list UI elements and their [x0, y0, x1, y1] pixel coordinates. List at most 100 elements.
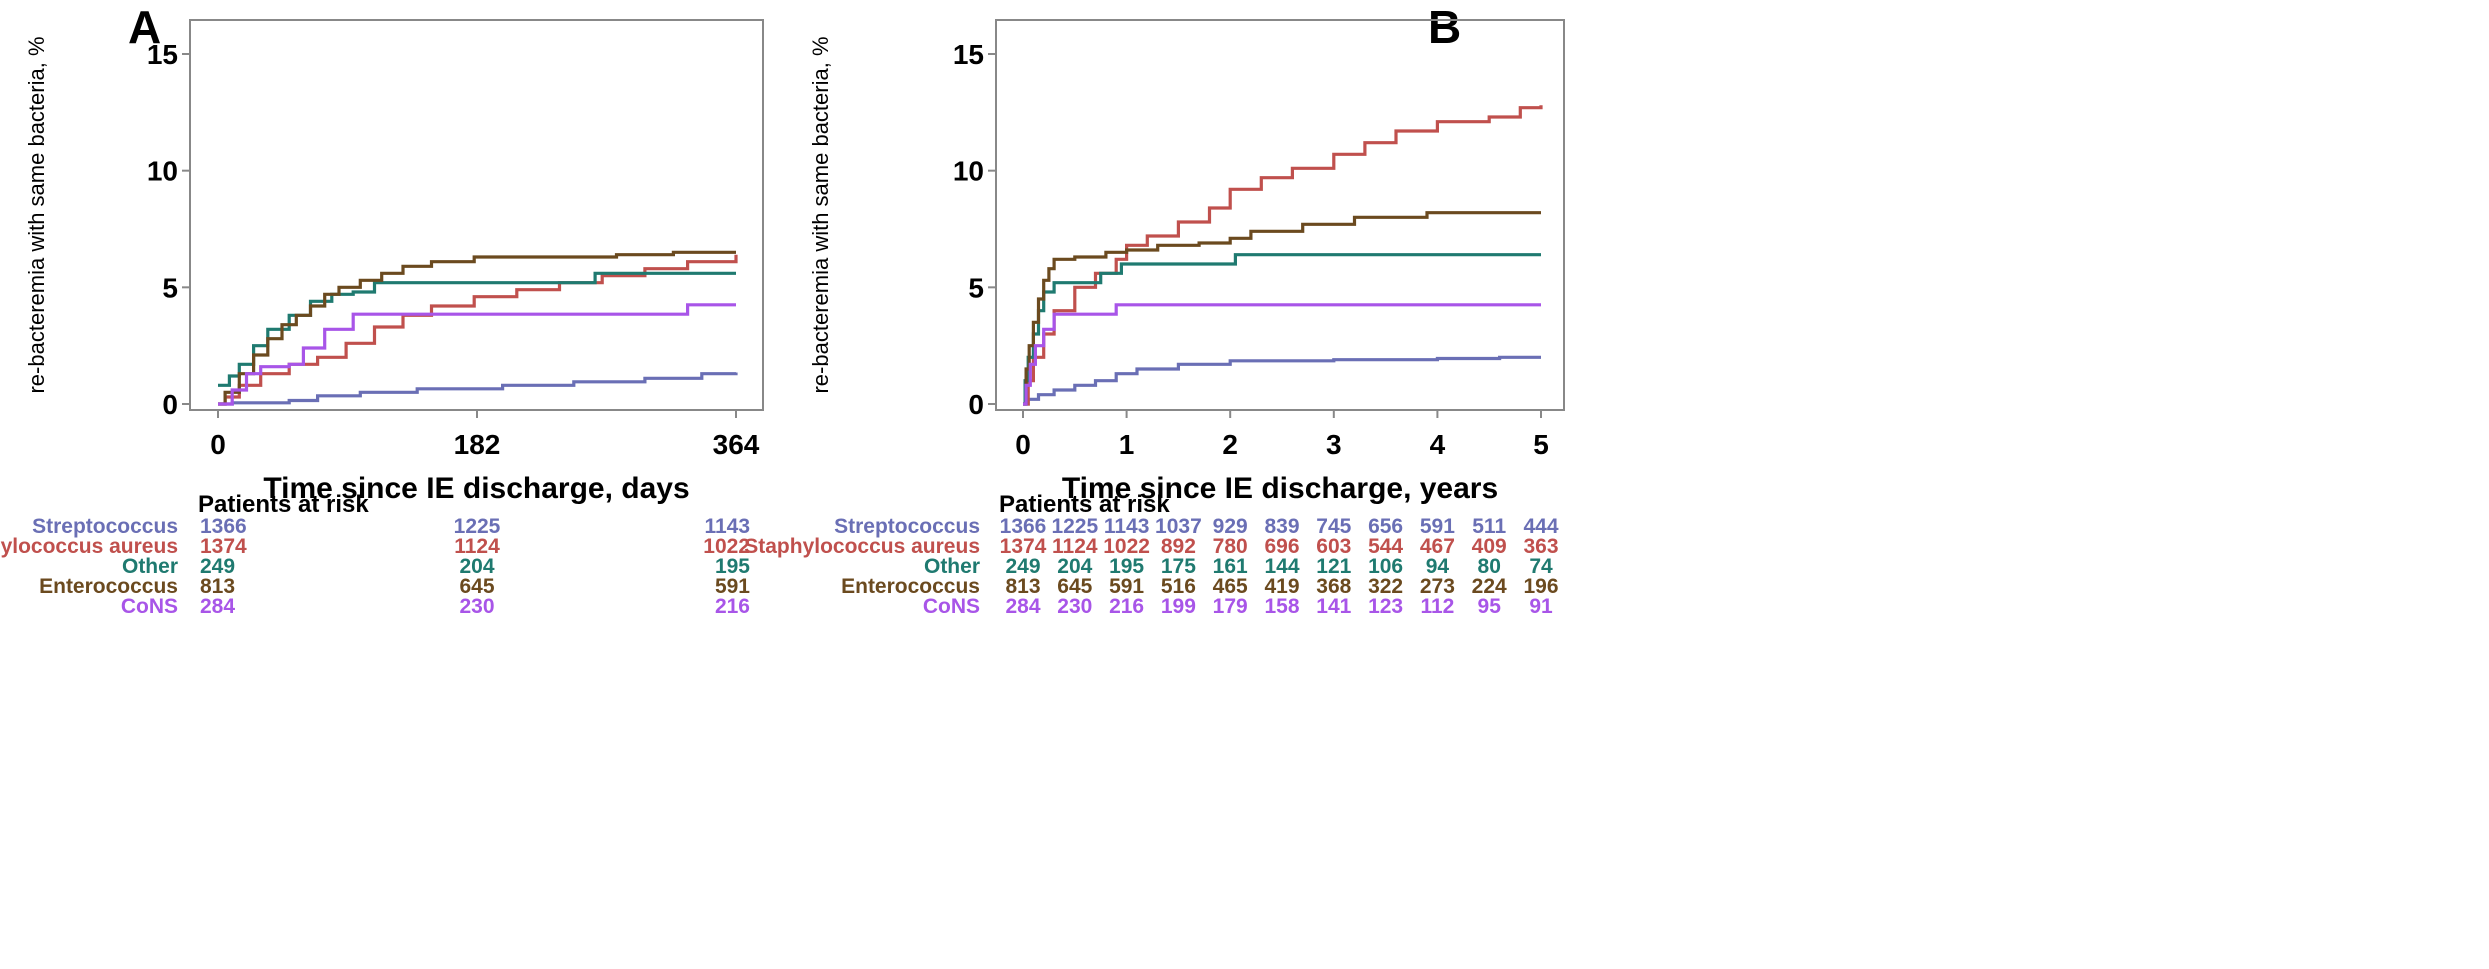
panel-a-risk-value-other: 195 — [715, 555, 750, 578]
panel-b-y-tick-label: 15 — [953, 39, 984, 70]
panel-b-risk-value-streptococcus: 929 — [1213, 515, 1248, 538]
panel-b-risk-value-cons: 95 — [1478, 595, 1502, 618]
panel-a-series-other — [218, 271, 736, 387]
panel-b-risk-value-staphylococcus-aureus: 363 — [1523, 535, 1558, 558]
panel-b-risk-value-cons: 230 — [1057, 595, 1092, 618]
panel-b-risk-value-other: 204 — [1057, 555, 1092, 578]
panel-b-risk-value-cons: 284 — [1005, 595, 1040, 618]
panel-b-risk-table-title: Patients at risk — [999, 491, 1170, 518]
panel-b-risk-value-streptococcus: 1225 — [1051, 515, 1098, 538]
panel-a-risk-value-cons: 216 — [715, 595, 750, 618]
panel-b-y-axis-label: re-bacteremia with same bacteria, % — [808, 36, 833, 393]
panel-b-risk-row-label-staphylococcus-aureus: Staphylococcus aureus — [744, 535, 980, 558]
panel-b-risk-value-other: 249 — [1005, 555, 1040, 578]
panel-b-risk-value-other: 195 — [1109, 555, 1144, 578]
panel-b-risk-value-streptococcus: 656 — [1368, 515, 1403, 538]
panel-b-risk-value-enterococcus: 419 — [1264, 575, 1299, 598]
panel-b-risk-value-staphylococcus-aureus: 1374 — [1000, 535, 1047, 558]
panel-b-y-tick-label: 10 — [953, 156, 984, 187]
panel-label-a: A — [128, 1, 162, 53]
panel-a-risk-value-staphylococcus-aureus: 1022 — [703, 535, 750, 558]
panel-a-risk-value-other: 249 — [200, 555, 235, 578]
panel-b-risk-value-enterococcus: 368 — [1316, 575, 1351, 598]
panel-a-risk-table-title: Patients at risk — [198, 491, 369, 518]
panel-a-risk-value-streptococcus: 1143 — [704, 515, 750, 538]
panel-a-series-cons — [218, 303, 736, 406]
panel-a-x-tick-label: 182 — [454, 429, 501, 460]
panel-b-y-tick-label: 0 — [968, 389, 984, 420]
panel-b-x-tick-label: 5 — [1533, 429, 1549, 460]
panel-b-risk-value-other: 94 — [1426, 555, 1450, 578]
panel-a-risk-value-enterococcus: 645 — [459, 575, 494, 598]
panel-b-risk-value-staphylococcus-aureus: 1124 — [1052, 535, 1098, 558]
panel-a-x-tick-label: 364 — [713, 429, 760, 460]
panel-b-x-axis-label: Time since IE discharge, years — [1062, 472, 1498, 505]
panel-b-risk-value-streptococcus: 444 — [1523, 515, 1558, 538]
panel-a-risk-value-staphylococcus-aureus: 1374 — [200, 535, 247, 558]
panel-a-y-axis-label: re-bacteremia with same bacteria, % — [24, 36, 49, 393]
panel-a-risk-row-label-streptococcus: Streptococcus — [32, 515, 178, 538]
panel-b-risk-value-staphylococcus-aureus: 892 — [1161, 535, 1196, 558]
panel-b-x-tick-label: 2 — [1222, 429, 1238, 460]
panel-a-y-tick-label: 10 — [147, 156, 178, 187]
panel-b-series-enterococcus — [1023, 211, 1541, 406]
panel-b-risk-value-staphylococcus-aureus: 544 — [1368, 535, 1403, 558]
panel-b-series-other — [1023, 253, 1541, 406]
panel-b-risk-value-other: 121 — [1316, 555, 1351, 578]
panel-b-risk-row-label-enterococcus: Enterococcus — [841, 575, 980, 598]
panel-b-risk-value-cons: 158 — [1264, 595, 1299, 618]
panel-a-series-streptococcus — [218, 372, 738, 406]
panel-b-series-streptococcus — [1023, 355, 1541, 406]
panel-b-risk-value-other: 80 — [1478, 555, 1501, 578]
panel-b-risk-value-enterococcus: 273 — [1420, 575, 1455, 598]
panel-b-risk-value-enterococcus: 196 — [1523, 575, 1558, 598]
panel-b-risk-value-other: 161 — [1213, 555, 1248, 578]
panel-b-risk-value-other: 106 — [1368, 555, 1403, 578]
panel-b-risk-row-label-other: Other — [924, 555, 980, 578]
panel-b-risk-value-cons: 112 — [1420, 595, 1454, 618]
panel-a-y-tick-label: 5 — [162, 272, 178, 303]
panel-a-risk-row-label-enterococcus: Enterococcus — [39, 575, 178, 598]
panel-b-y-tick-label: 5 — [968, 272, 984, 303]
panel-b-risk-value-staphylococcus-aureus: 696 — [1264, 535, 1299, 558]
panel-a-risk-value-streptococcus: 1366 — [200, 515, 247, 538]
panel-b-risk-row-label-streptococcus: Streptococcus — [834, 515, 980, 538]
panel-b-risk-value-streptococcus: 1143 — [1104, 515, 1150, 538]
panel-b-series-staphylococcus-aureus — [1023, 105, 1543, 406]
panel-b-risk-value-streptococcus: 511 — [1472, 515, 1506, 538]
panel-a-risk-value-staphylococcus-aureus: 1124 — [454, 535, 500, 558]
panel-b-x-tick-label: 3 — [1326, 429, 1342, 460]
panel-b-risk-value-enterococcus: 813 — [1005, 575, 1040, 598]
panel-b-x-tick-label: 4 — [1430, 429, 1446, 460]
panel-b-risk-value-enterococcus: 516 — [1161, 575, 1196, 598]
panel-b-risk-value-cons: 216 — [1109, 595, 1144, 618]
panel-b-risk-value-other: 144 — [1264, 555, 1299, 578]
panel-b-risk-value-enterococcus: 645 — [1057, 575, 1092, 598]
panel-a-risk-value-cons: 230 — [459, 595, 494, 618]
panel-a-x-tick-label: 0 — [210, 429, 226, 460]
panel-label-b: B — [1428, 1, 1462, 53]
panel-a-plot-frame — [189, 19, 764, 411]
panel-b-risk-value-other: 74 — [1529, 555, 1553, 578]
panel-b-risk-value-enterococcus: 224 — [1472, 575, 1507, 598]
panel-a-series-enterococcus — [218, 250, 736, 406]
panel-b-risk-value-staphylococcus-aureus: 467 — [1420, 535, 1455, 558]
panel-a-x-axis-label: Time since IE discharge, days — [263, 472, 689, 505]
panel-b-risk-value-staphylococcus-aureus: 780 — [1213, 535, 1248, 558]
panel-b-risk-value-cons: 141 — [1316, 595, 1351, 618]
panel-b-x-tick-label: 1 — [1119, 429, 1135, 460]
panel-b-risk-value-enterococcus: 591 — [1109, 575, 1144, 598]
panel-a-risk-row-label-staphylococcus-aureus: Staphylococcus aureus — [0, 535, 178, 558]
panel-a-risk-value-enterococcus: 813 — [200, 575, 235, 598]
panel-b-risk-value-streptococcus: 591 — [1420, 515, 1455, 538]
panel-a-risk-value-other: 204 — [459, 555, 494, 578]
panel-b-risk-value-staphylococcus-aureus: 409 — [1472, 535, 1507, 558]
panel-b-x-tick-label: 0 — [1015, 429, 1031, 460]
panel-b-risk-value-cons: 199 — [1161, 595, 1196, 618]
panel-b-series-cons — [1023, 303, 1541, 406]
panel-a-risk-row-label-other: Other — [122, 555, 178, 578]
panel-b-risk-value-streptococcus: 745 — [1316, 515, 1351, 538]
panel-a-risk-value-cons: 284 — [200, 595, 235, 618]
panel-b-risk-value-cons: 123 — [1368, 595, 1403, 618]
